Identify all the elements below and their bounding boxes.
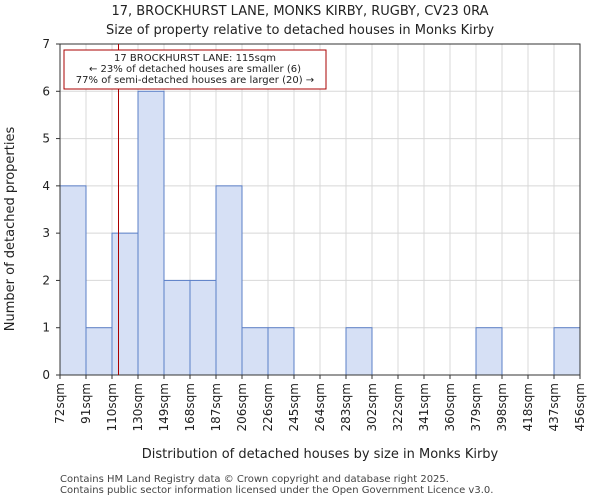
y-tick-label: 2: [42, 273, 50, 287]
y-tick-label: 5: [42, 132, 50, 146]
y-ticks: 0 1 2 3 4 5 6 7: [42, 37, 60, 382]
x-tick-label: 245sqm: [287, 383, 301, 431]
annotation-frame: [63, 49, 327, 90]
y-tick-label: 6: [42, 84, 50, 98]
x-ticks: 72sqm 91sqm 110sqm 130sqm 149sqm 168sqm 187sqm…: [53, 375, 587, 431]
annotation-line-2: ← 23% of detached houses are smaller (6): [89, 64, 301, 75]
x-tick-label: 206sqm: [235, 383, 249, 431]
chart-subtitle: Size of property relative to detached ho…: [106, 23, 494, 38]
annotation-line-3: 77% of semi-detached houses are larger (…: [76, 75, 314, 86]
bar-110sqm: [111, 232, 139, 376]
x-tick-label: 456sqm: [573, 383, 587, 431]
bar-206sqm: [241, 327, 269, 376]
x-tick-label: 187sqm: [209, 383, 223, 431]
x-tick-label: 91sqm: [79, 383, 93, 424]
bar-168sqm: [189, 279, 217, 376]
bar-283sqm: [345, 327, 373, 376]
x-tick-label: 110sqm: [105, 383, 119, 431]
x-axis-label: Distribution of detached houses by size …: [142, 447, 499, 462]
y-axis-label: Number of detached properties: [3, 127, 18, 332]
x-tick-label: 322sqm: [391, 383, 405, 431]
x-tick-label: 398sqm: [495, 383, 509, 431]
x-tick-label: 341sqm: [417, 383, 431, 431]
annotation-line-1: 17 BROCKHURST LANE: 115sqm: [114, 53, 276, 64]
x-tick-label: 379sqm: [469, 383, 483, 431]
footer-copyright: Contains HM Land Registry data © Crown c…: [60, 474, 449, 485]
footer-licence: Contains public sector information licen…: [60, 485, 494, 496]
chart-title: 17, BROCKHURST LANE, MONKS KIRBY, RUGBY,…: [111, 4, 488, 19]
bar-379sqm: [475, 327, 503, 376]
annotation-box: 17 BROCKHURST LANE: 115sqm ← 23% of deta…: [63, 49, 327, 90]
x-tick-label: 264sqm: [313, 383, 327, 431]
bar-149sqm: [163, 279, 191, 376]
bar-437sqm: [553, 327, 581, 376]
bar-130sqm: [137, 90, 165, 376]
bar-72sqm: [59, 185, 87, 376]
y-tick-label: 3: [42, 226, 50, 240]
y-tick-label: 0: [42, 368, 50, 382]
bar-226sqm: [267, 327, 295, 376]
bar-187sqm: [215, 185, 243, 376]
y-tick-label: 7: [42, 37, 50, 51]
x-tick-label: 149sqm: [157, 383, 171, 431]
y-tick-label: 4: [42, 179, 50, 193]
bars: [59, 90, 581, 376]
x-tick-label: 302sqm: [365, 383, 379, 431]
x-tick-label: 72sqm: [53, 383, 67, 424]
y-tick-label: 1: [42, 321, 50, 335]
x-tick-label: 360sqm: [443, 383, 457, 431]
x-tick-label: 283sqm: [339, 383, 353, 431]
x-tick-label: 437sqm: [547, 383, 561, 431]
bar-91sqm: [85, 327, 113, 376]
x-tick-label: 168sqm: [183, 383, 197, 431]
x-tick-label: 130sqm: [131, 383, 145, 431]
x-tick-label: 226sqm: [261, 383, 275, 431]
x-tick-label: 418sqm: [521, 383, 535, 431]
